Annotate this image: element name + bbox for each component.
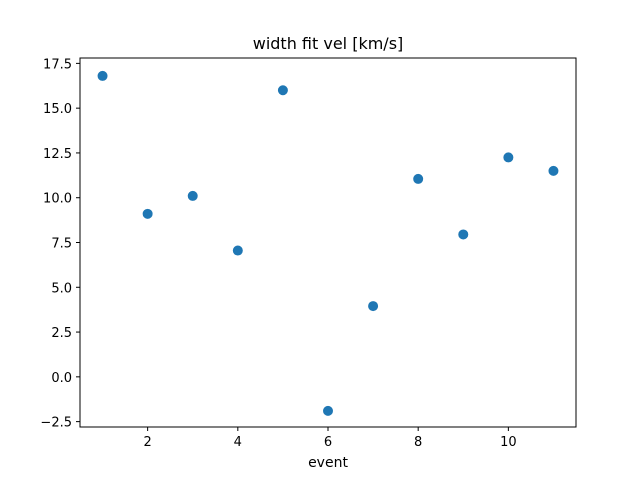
y-tick-label: 10.0 <box>43 192 72 207</box>
plot-frame <box>79 57 577 428</box>
chart-title: width fit vel [km/s] <box>253 34 404 53</box>
y-tick-label: 12.5 <box>43 147 72 162</box>
x-tick-label: 4 <box>234 435 242 450</box>
x-tick-label: 8 <box>414 435 422 450</box>
x-axis-title: event <box>308 455 348 471</box>
y-tick-label: 2.5 <box>51 326 72 341</box>
data-point <box>503 152 514 163</box>
y-tick-label: 7.5 <box>51 237 72 252</box>
y-tick-label: 0.0 <box>51 371 72 386</box>
data-point <box>368 301 379 312</box>
data-point <box>142 208 153 219</box>
data-point <box>97 70 108 81</box>
y-tick-label: −2.5 <box>40 416 72 431</box>
x-tick-label: 2 <box>143 435 151 450</box>
x-tick-label: 6 <box>324 435 332 450</box>
data-point <box>277 85 288 96</box>
data-point <box>458 229 469 240</box>
y-tick-label: 15.0 <box>43 102 72 117</box>
x-tick-label: 10 <box>500 435 517 450</box>
axis-ticks: 2 4 6 8 10 −2.5 0.0 2.5 5.0 7.5 10.0 12.5 15.0 17.5 <box>40 57 516 450</box>
data-point <box>413 173 424 184</box>
data-point <box>323 405 333 416</box>
data-point <box>187 190 198 201</box>
y-tick-label: 17.5 <box>43 57 72 72</box>
y-tick-label: 5.0 <box>51 281 72 296</box>
plot-area <box>79 57 577 428</box>
data-point <box>548 165 559 176</box>
data-point <box>232 245 243 256</box>
